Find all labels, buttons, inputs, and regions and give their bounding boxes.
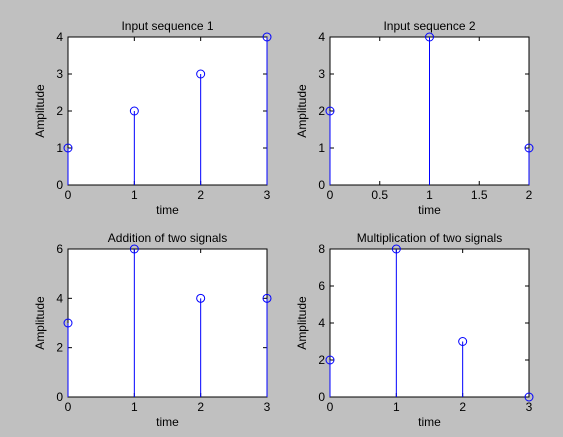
x-tick-label: 1	[131, 188, 138, 202]
y-tick-label: 2	[318, 353, 325, 367]
y-tick-label: 2	[318, 104, 325, 118]
chart-title: Multiplication of two signals	[357, 231, 502, 245]
stem-marker	[325, 355, 335, 365]
y-tick-label: 0	[56, 390, 63, 404]
x-tick-label: 2	[197, 400, 204, 414]
x-tick-label: 1	[426, 188, 433, 202]
axes-frame	[67, 36, 268, 186]
stem-marker	[63, 318, 73, 328]
x-tick-label: 0	[65, 188, 72, 202]
subplot-4: Multiplication of two signals 0 1 2 3 0 2 4 6 8 ti…	[295, 231, 534, 429]
y-tick-label: 3	[56, 67, 63, 81]
stem-marker	[262, 293, 272, 303]
y-tick-label: 2	[56, 104, 63, 118]
x-axis-label: time	[156, 203, 179, 217]
y-tick-label: 0	[56, 178, 63, 192]
stem-marker	[63, 143, 73, 153]
axes-frame	[329, 248, 530, 398]
x-tick-label: 0	[65, 400, 72, 414]
subplot-1: Input sequence 1 0 1 2 3 0 1 2 3 4 time Amplitude	[33, 19, 272, 217]
y-tick-label: 1	[318, 141, 325, 155]
subplot-2: Input sequence 2 0 0.5 1 1.5 2 0 1 2 3 4 time Amplit…	[295, 19, 534, 217]
x-tick-label: 0	[327, 400, 334, 414]
y-tick-label: 0	[318, 390, 325, 404]
stem-marker	[129, 244, 139, 254]
y-axis-label: Amplitude	[295, 84, 309, 138]
x-tick-label: 0	[327, 188, 334, 202]
y-tick-label: 2	[56, 341, 63, 355]
stem-marker	[524, 392, 534, 402]
chart-title: Input sequence 2	[383, 19, 475, 33]
stem-marker	[325, 106, 335, 116]
y-axis-label: Amplitude	[33, 84, 47, 138]
stem-marker	[262, 32, 272, 42]
x-axis-label: time	[418, 203, 441, 217]
chart-title: Input sequence 1	[121, 19, 213, 33]
y-tick-label: 8	[318, 242, 325, 256]
x-tick-label: 3	[264, 400, 271, 414]
x-tick-label: 2	[197, 188, 204, 202]
stem-marker	[524, 143, 534, 153]
stem-marker	[196, 69, 206, 79]
y-tick-label: 6	[318, 279, 325, 293]
stem-marker	[458, 337, 468, 346]
stem-marker	[391, 244, 401, 254]
y-axis-label: Amplitude	[295, 296, 309, 350]
y-tick-label: 1	[56, 141, 63, 155]
x-tick-label: 1.5	[471, 188, 488, 202]
y-tick-label: 4	[318, 316, 325, 330]
y-tick-label: 4	[56, 291, 63, 305]
x-tick-label: 3	[526, 400, 533, 414]
x-tick-label: 1	[393, 400, 400, 414]
stem-marker	[425, 32, 434, 42]
y-tick-label: 4	[56, 30, 63, 44]
stem-marker	[129, 106, 139, 116]
y-axis-label: Amplitude	[33, 296, 47, 350]
x-tick-label: 1	[131, 400, 138, 414]
x-tick-label: 2	[526, 188, 533, 202]
axes-frame	[67, 248, 268, 398]
x-axis-label: time	[418, 415, 441, 429]
x-tick-label: 0.5	[371, 188, 388, 202]
stem-marker	[196, 293, 206, 303]
x-tick-label: 3	[264, 188, 271, 202]
chart-title: Addition of two signals	[108, 231, 227, 245]
y-tick-label: 6	[56, 242, 63, 256]
y-tick-label: 4	[318, 30, 325, 44]
x-tick-label: 2	[459, 400, 466, 414]
x-axis-label: time	[156, 415, 179, 429]
subplot-3: Addition of two signals 0 1 2 3 0 2 4 6 time Ampli…	[33, 231, 272, 429]
y-tick-label: 0	[318, 178, 325, 192]
y-tick-label: 3	[318, 67, 325, 81]
